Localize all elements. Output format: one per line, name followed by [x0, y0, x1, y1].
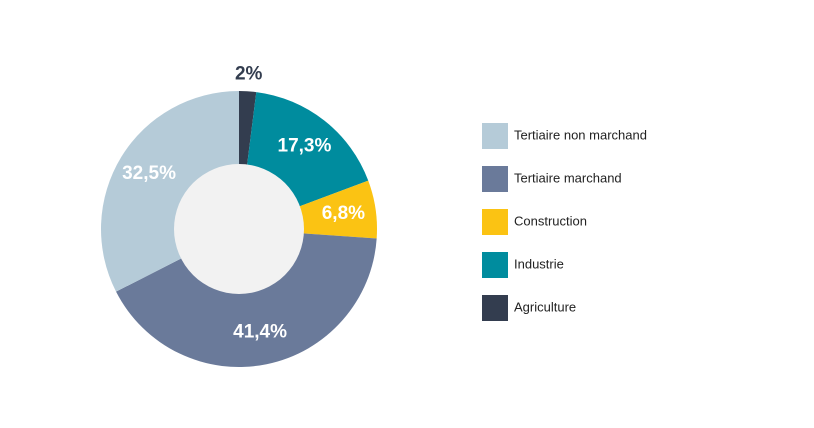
legend-label: Tertiaire non marchand: [514, 127, 647, 142]
donut-hole: [174, 164, 304, 294]
legend-swatch: [482, 166, 508, 192]
value-label: 32,5%: [122, 163, 176, 184]
legend-swatch: [482, 295, 508, 321]
legend-label: Agriculture: [514, 299, 576, 314]
legend-swatch: [482, 123, 508, 149]
legend-label: Construction: [514, 213, 587, 228]
donut-slice: [116, 229, 377, 368]
legend-swatch: [482, 209, 508, 235]
value-label: 2%: [235, 63, 263, 84]
value-label: 41,4%: [233, 321, 287, 342]
legend-label: Industrie: [514, 256, 564, 271]
value-label: 17,3%: [278, 135, 332, 156]
value-label: 6,8%: [322, 203, 365, 224]
legend-label: Tertiaire marchand: [514, 170, 622, 185]
legend-swatch: [482, 252, 508, 278]
